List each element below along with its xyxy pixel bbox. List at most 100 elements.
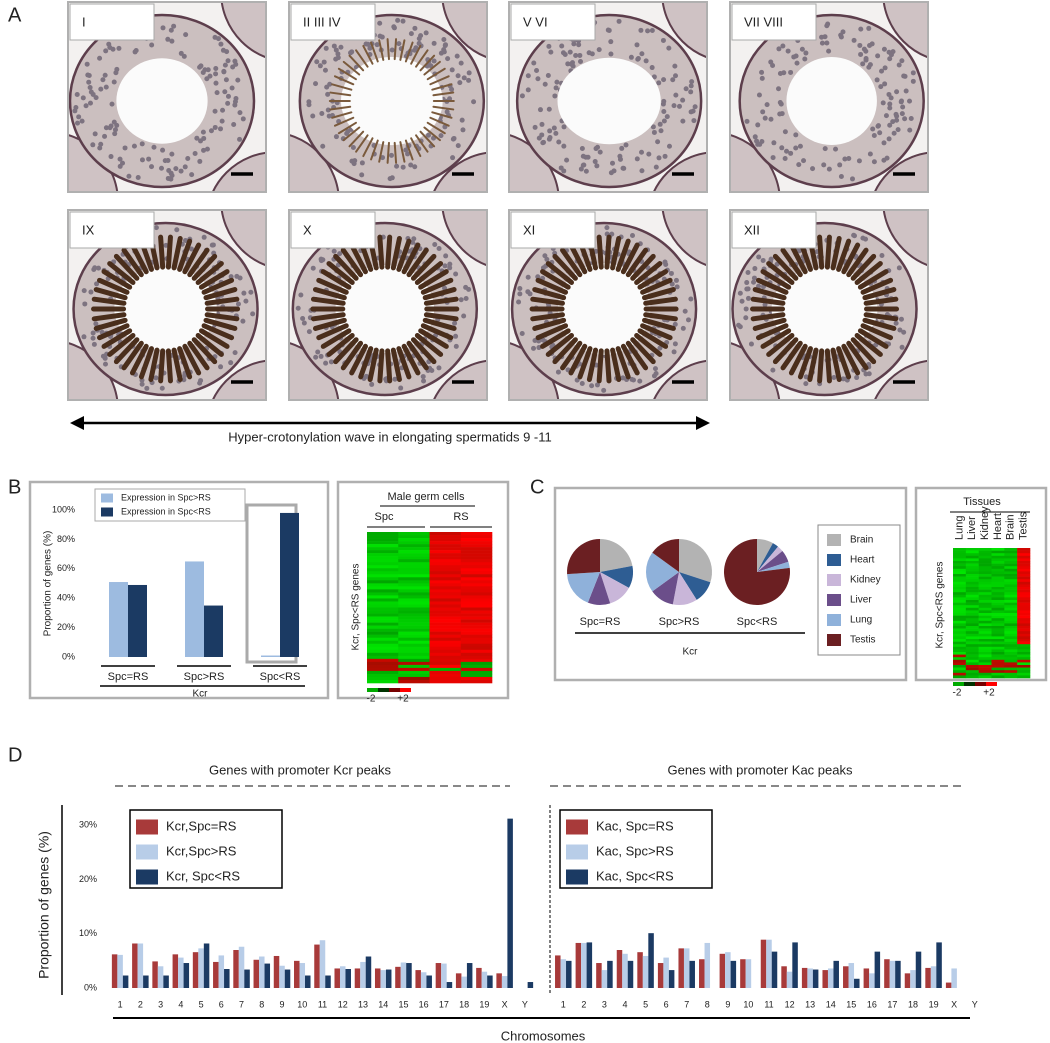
heatmap-cell (953, 594, 967, 598)
spermatid (532, 287, 567, 301)
spermatid (824, 348, 832, 384)
heatmap-cell (429, 532, 462, 536)
cell (793, 145, 799, 151)
heatmap-cell (429, 625, 462, 629)
cell (416, 40, 422, 46)
x-tick-label: 3 (602, 999, 607, 1009)
bar (109, 582, 128, 657)
heatmap-cell (978, 665, 992, 668)
heatmap-cell (367, 580, 399, 584)
cell (895, 127, 901, 133)
x-tick-label: 18 (908, 999, 918, 1009)
cell (463, 284, 469, 290)
heatmap-cell (953, 618, 967, 622)
cell (212, 124, 218, 130)
pie-slice (600, 565, 633, 588)
heatmap-cell (1017, 639, 1031, 642)
heatmap-cell (460, 610, 493, 614)
micrograph (289, 2, 487, 192)
heatmap-cell (429, 544, 462, 548)
heatmap-cell (1017, 579, 1031, 583)
cell (436, 246, 442, 252)
heatmap-cell (978, 600, 992, 603)
legend-swatch (101, 507, 113, 517)
cell (597, 149, 603, 155)
spermatid (426, 121, 446, 135)
cell (683, 86, 689, 92)
spermatid (203, 317, 238, 331)
bar (455, 973, 462, 988)
heatmap-cell (978, 553, 992, 557)
heatmap-cell (1004, 553, 1018, 557)
spermatid (138, 346, 154, 380)
legend-label: Lung (850, 615, 872, 626)
heatmap-cell (1004, 667, 1018, 671)
x-tick-label: Spc=RS (108, 671, 149, 683)
heatmap-cell (1017, 665, 1031, 668)
cell (907, 98, 913, 104)
cell (365, 41, 371, 47)
cell (525, 73, 531, 79)
bar (951, 968, 957, 988)
x-tick-label: Y (972, 999, 978, 1009)
spermatid (788, 242, 808, 275)
legend-label: Kcr,Spc=RS (166, 818, 237, 833)
bar (616, 950, 623, 988)
bar (833, 960, 839, 988)
cell (87, 85, 93, 91)
spermatid (148, 347, 160, 382)
y-tick-label: 10% (79, 928, 97, 938)
spermatid (158, 348, 166, 384)
spermatid (750, 312, 786, 322)
heatmap-cell (429, 595, 462, 599)
cell (178, 168, 184, 174)
x-tick-label: 11 (764, 999, 773, 1009)
pie-slice (757, 561, 790, 572)
heatmap-cell (965, 649, 979, 653)
spermatid (386, 141, 390, 164)
cell (295, 305, 301, 311)
heatmap-cell (429, 634, 462, 638)
legend-swatch (827, 614, 841, 626)
bar (374, 968, 381, 988)
heatmap-cell (1004, 633, 1018, 637)
heatmap-cell (1017, 605, 1031, 609)
lumen (786, 57, 877, 145)
heatmap-cell (460, 586, 493, 590)
heatmap-cell (398, 568, 430, 572)
x-tick-label: 15 (398, 999, 408, 1009)
heatmap-cell (991, 587, 1005, 590)
cell (595, 144, 601, 150)
cell (688, 83, 694, 89)
x-tick-label: 18 (459, 999, 469, 1009)
cell (146, 156, 152, 162)
cell (840, 376, 846, 382)
bar (435, 963, 442, 988)
heatmap-cell (978, 646, 992, 650)
heatmap-cell (1017, 675, 1031, 679)
cell (881, 46, 887, 52)
cell (596, 47, 602, 53)
cell (867, 151, 873, 157)
spermatid (396, 238, 412, 272)
cell (616, 18, 622, 24)
y-tick-label: 60% (57, 563, 75, 573)
cell (460, 127, 466, 133)
cell (780, 43, 786, 49)
cell (306, 329, 312, 335)
spermatid (620, 343, 640, 376)
heatmap-cell (429, 562, 462, 566)
heatmap-cell (1017, 592, 1031, 596)
spermatid (204, 296, 240, 306)
pie-slice (567, 539, 600, 575)
heatmap-cell (1017, 623, 1031, 627)
heatmap-cell (429, 541, 462, 545)
bar (719, 953, 726, 988)
stage-label: IX (82, 222, 95, 237)
legend-swatch (827, 534, 841, 546)
heatmap-cell (1004, 563, 1018, 567)
legend-swatch (566, 869, 588, 885)
cell (849, 176, 855, 182)
heatmap-cell (1004, 581, 1018, 585)
